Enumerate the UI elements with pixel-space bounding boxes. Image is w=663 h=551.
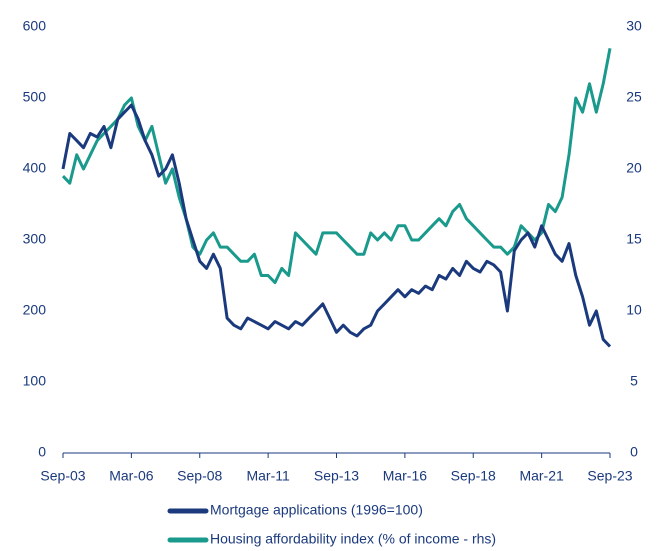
x-tick-label: Sep-03 <box>40 468 85 484</box>
y2-tick-label: 20 <box>626 160 642 176</box>
y-tick-label: 0 <box>38 444 46 460</box>
y2-tick-label: 25 <box>626 89 642 105</box>
y-tick-label: 200 <box>23 302 47 318</box>
x-tick-label: Sep-23 <box>587 468 632 484</box>
y2-tick-label: 10 <box>626 302 642 318</box>
series-line <box>61 48 612 285</box>
x-tick-label: Mar-11 <box>246 468 290 484</box>
series-line <box>61 103 612 348</box>
y2-tick-label: 15 <box>626 231 642 247</box>
x-tick-label: Sep-08 <box>177 468 222 484</box>
y-tick-label: 300 <box>23 231 47 247</box>
x-tick-label: Sep-18 <box>451 468 496 484</box>
legend-label: Housing affordability index (% of income… <box>210 531 496 547</box>
y2-tick-label: 5 <box>630 373 638 389</box>
legend-label: Mortgage applications (1996=100) <box>210 502 423 518</box>
x-tick-label: Mar-16 <box>383 468 428 484</box>
y2-tick-label: 0 <box>630 444 638 460</box>
y-tick-label: 600 <box>23 18 47 34</box>
x-tick-label: Mar-21 <box>519 468 564 484</box>
x-tick-label: Mar-06 <box>109 468 154 484</box>
y-tick-label: 400 <box>23 160 47 176</box>
x-tick-label: Sep-13 <box>314 468 359 484</box>
y-tick-label: 500 <box>23 89 47 105</box>
y-tick-label: 100 <box>23 373 47 389</box>
y2-tick-label: 30 <box>626 18 642 34</box>
